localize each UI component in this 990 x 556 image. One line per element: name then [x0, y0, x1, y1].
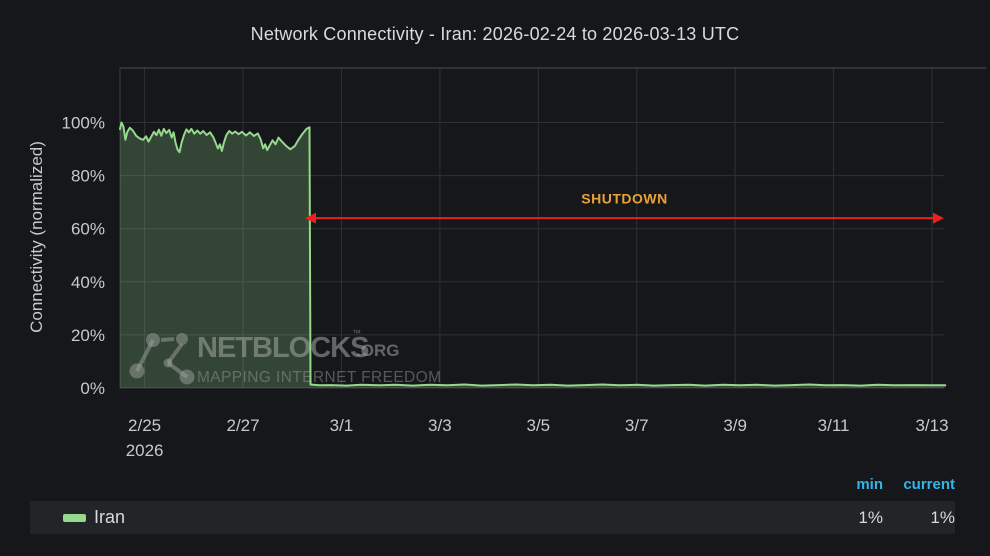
- watermark-suffix: .ORG: [356, 341, 399, 360]
- logo-node-icon: [176, 333, 188, 345]
- y-tick-label: 80%: [71, 167, 105, 186]
- legend-column-min[interactable]: min: [856, 476, 883, 493]
- x-tick-label: 3/5: [526, 416, 550, 435]
- x-tick-label: 3/7: [625, 416, 649, 435]
- watermark-tagline: MAPPING INTERNET FREEDOM: [197, 369, 441, 386]
- shutdown-annotation: SHUTDOWN: [305, 190, 944, 224]
- shutdown-label: SHUTDOWN: [581, 190, 667, 206]
- x-tick-label: 3/13: [915, 416, 948, 435]
- axis-tick-labels: 0% 20% 40% 60% 80% 100% 2/25 2/27 3/1 3/3 3/5 3/7 3/…: [62, 114, 949, 461]
- x-tick-label: 3/11: [818, 416, 850, 435]
- watermark-trademark: ™: [352, 328, 361, 338]
- x-tick-label: 3/1: [330, 416, 354, 435]
- x-tick-label: 2/27: [226, 416, 259, 435]
- series-name[interactable]: Iran: [94, 507, 126, 527]
- y-tick-label: 0%: [80, 379, 105, 398]
- series-area-fill: [120, 122, 946, 388]
- y-tick-label: 100%: [62, 114, 105, 133]
- y-tick-label: 60%: [71, 220, 105, 239]
- legend-header: min current: [823, 476, 955, 493]
- x-tick-label: 3/9: [723, 416, 747, 435]
- series-current-value: 1%: [930, 507, 955, 527]
- legend-column-current[interactable]: current: [903, 476, 955, 493]
- x-tick-label: 2/25: [128, 416, 161, 435]
- arrow-right-head-icon: [933, 212, 944, 224]
- x-axis-year-label: 2026: [126, 441, 164, 460]
- series-min-value: 1%: [858, 507, 883, 527]
- watermark-brand: NETBLOCKS: [197, 332, 369, 364]
- series-color-swatch[interactable]: [63, 513, 86, 522]
- grid-lines: [119, 67, 986, 389]
- y-tick-label: 40%: [71, 273, 105, 292]
- y-tick-label: 20%: [71, 326, 105, 345]
- arrow-left-head-icon: [305, 212, 317, 224]
- panel-title: Network Connectivity - Iran: 2026-02-24 …: [250, 24, 740, 44]
- x-tick-label: 3/3: [428, 416, 452, 435]
- legend-row[interactable]: Iran 1% 1%: [30, 501, 955, 534]
- series-line: [119, 121, 947, 387]
